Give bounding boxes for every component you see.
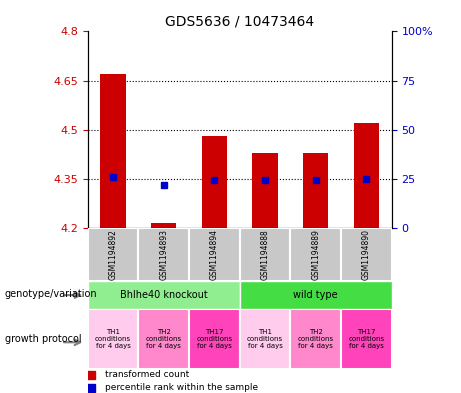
Text: Bhlhe40 knockout: Bhlhe40 knockout: [120, 290, 207, 300]
FancyBboxPatch shape: [88, 309, 138, 369]
FancyBboxPatch shape: [341, 228, 392, 281]
Text: TH2
conditions
for 4 days: TH2 conditions for 4 days: [146, 329, 182, 349]
Text: GSM1194894: GSM1194894: [210, 229, 219, 280]
Text: TH1
conditions
for 4 days: TH1 conditions for 4 days: [95, 329, 131, 349]
FancyBboxPatch shape: [341, 309, 392, 369]
Text: TH17
conditions
for 4 days: TH17 conditions for 4 days: [196, 329, 232, 349]
Text: GSM1194893: GSM1194893: [159, 229, 168, 280]
FancyBboxPatch shape: [189, 309, 240, 369]
FancyBboxPatch shape: [290, 228, 341, 281]
FancyBboxPatch shape: [189, 228, 240, 281]
Text: transformed count: transformed count: [105, 370, 189, 379]
FancyBboxPatch shape: [88, 281, 240, 309]
FancyBboxPatch shape: [240, 228, 290, 281]
Text: growth protocol: growth protocol: [5, 334, 81, 344]
Text: TH17
conditions
for 4 days: TH17 conditions for 4 days: [349, 329, 384, 349]
Text: GSM1194889: GSM1194889: [311, 229, 320, 280]
FancyBboxPatch shape: [138, 228, 189, 281]
FancyBboxPatch shape: [290, 309, 341, 369]
Text: wild type: wild type: [294, 290, 338, 300]
Text: TH1
conditions
for 4 days: TH1 conditions for 4 days: [247, 329, 283, 349]
Text: GSM1194892: GSM1194892: [108, 229, 118, 280]
FancyBboxPatch shape: [240, 309, 290, 369]
Bar: [303, 152, 328, 228]
Bar: [253, 152, 278, 228]
FancyBboxPatch shape: [240, 281, 392, 309]
Title: GDS5636 / 10473464: GDS5636 / 10473464: [165, 15, 314, 29]
FancyBboxPatch shape: [88, 228, 138, 281]
FancyBboxPatch shape: [138, 309, 189, 369]
Text: GSM1194890: GSM1194890: [362, 229, 371, 280]
Text: TH2
conditions
for 4 days: TH2 conditions for 4 days: [298, 329, 334, 349]
Bar: [100, 74, 125, 228]
Bar: [202, 136, 227, 228]
Text: genotype/variation: genotype/variation: [5, 289, 97, 299]
Text: GSM1194888: GSM1194888: [260, 229, 270, 280]
Bar: [151, 223, 176, 228]
Bar: [354, 123, 379, 228]
Text: percentile rank within the sample: percentile rank within the sample: [105, 383, 258, 392]
